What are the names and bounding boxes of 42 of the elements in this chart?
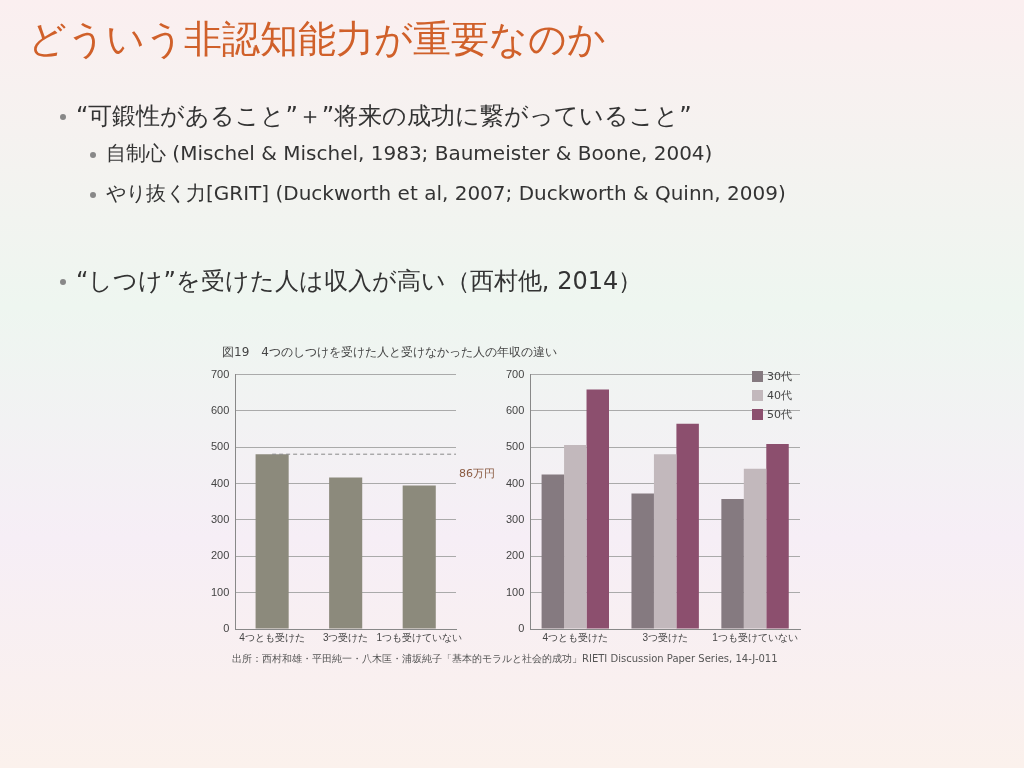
y-tick-label: 600 — [505, 403, 525, 416]
x-tick-label: 1つも受けていない — [376, 631, 463, 643]
text: “可鍛性があること”＋”将来の成功に繋がっていること” — [76, 102, 692, 130]
y-tick-label: 300 — [505, 513, 525, 525]
text: 自制心 (Mischel & Mischel, 1983; Baumeister & Boone, 2004) — [106, 141, 713, 165]
text: 86万円 — [459, 467, 495, 481]
chart-subtitle: 図19 4つのしつけを受けた人と受けなかった人の年収の違い — [222, 344, 557, 361]
y-tick-label: 0 — [518, 622, 525, 635]
text: やり抜く力[GRIT] (Duckworth et al, 2007; Duckworth & Quinn, 2009) — [106, 181, 786, 205]
text: 出所：西村和雄・平田純一・八木匡・浦坂純子「基本的モラルと社会的成功」RIETI Discussion Paper Series, 14-J-011 — [232, 652, 779, 666]
y-tick-label: 700 — [505, 367, 525, 380]
bar — [631, 493, 654, 629]
bar — [676, 423, 699, 629]
x-tick-label: 4つとも受けた — [239, 631, 305, 643]
bar — [766, 444, 789, 629]
y-tick-label: 400 — [210, 476, 230, 489]
x-tick-label: 3つ受けた — [322, 631, 369, 643]
y-tick-label: 200 — [505, 549, 525, 562]
bar — [541, 474, 565, 629]
legend-label: 30代 — [767, 368, 792, 384]
y-tick-label: 700 — [210, 367, 230, 380]
y-tick-label: 100 — [210, 585, 230, 598]
x-tick-label: 4つとも受けた — [542, 631, 609, 643]
bar — [653, 454, 677, 629]
y-tick-label: 600 — [210, 403, 230, 416]
legend-label: 40代 — [767, 387, 792, 403]
legend-label: 50代 — [767, 406, 792, 422]
x-tick-label: 3つ受けた — [642, 631, 688, 643]
y-tick-label: 500 — [210, 440, 230, 453]
text: “しつけ”を受けた人は収入が高い（西村他, 2014） — [76, 267, 643, 295]
y-tick-label: 500 — [505, 440, 525, 453]
y-tick-label: 200 — [210, 549, 230, 562]
bar — [586, 389, 609, 629]
chart-title: どういう非認知能力が重要なのか — [28, 16, 606, 63]
y-tick-label: 100 — [505, 585, 525, 598]
bar — [721, 498, 744, 629]
bar — [564, 445, 587, 629]
x-tick-label: 1つも受けていない — [712, 631, 798, 643]
y-tick-label: 300 — [210, 513, 230, 525]
y-tick-label: 0 — [223, 622, 230, 635]
bar — [743, 468, 767, 629]
y-tick-label: 400 — [505, 476, 525, 489]
